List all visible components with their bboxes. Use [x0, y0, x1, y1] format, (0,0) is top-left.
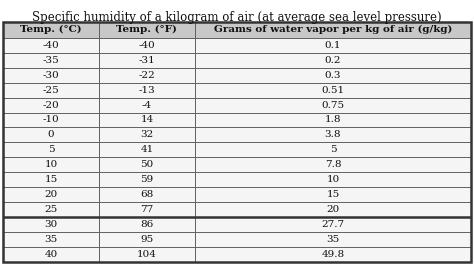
- Bar: [3, 113, 99, 127]
- Bar: [195, 83, 471, 98]
- Text: 59: 59: [140, 175, 154, 184]
- Text: 14: 14: [140, 116, 154, 125]
- Bar: [99, 172, 195, 187]
- Text: 5: 5: [48, 145, 55, 154]
- Bar: [195, 53, 471, 68]
- Bar: [3, 83, 99, 98]
- Bar: [3, 68, 99, 83]
- Text: -22: -22: [138, 71, 155, 80]
- Text: 20: 20: [45, 190, 58, 199]
- Bar: [99, 202, 195, 217]
- Bar: [99, 157, 195, 172]
- Bar: [99, 142, 195, 157]
- Bar: [3, 247, 99, 262]
- Bar: [3, 217, 99, 232]
- Text: 32: 32: [140, 130, 154, 139]
- Text: 0.2: 0.2: [325, 56, 341, 65]
- Text: -20: -20: [43, 100, 59, 109]
- Text: -31: -31: [138, 56, 155, 65]
- Bar: [195, 247, 471, 262]
- Bar: [99, 127, 195, 142]
- Text: 5: 5: [329, 145, 336, 154]
- Text: 35: 35: [45, 235, 58, 244]
- Text: -10: -10: [43, 116, 59, 125]
- Bar: [99, 53, 195, 68]
- Text: 86: 86: [140, 220, 154, 229]
- Bar: [195, 187, 471, 202]
- Text: -13: -13: [138, 86, 155, 95]
- Text: 0.3: 0.3: [325, 71, 341, 80]
- Bar: [195, 113, 471, 127]
- Bar: [195, 217, 471, 232]
- Text: -40: -40: [43, 41, 59, 50]
- Bar: [195, 142, 471, 157]
- Text: 10: 10: [45, 160, 58, 169]
- Text: 0.1: 0.1: [325, 41, 341, 50]
- Bar: [99, 187, 195, 202]
- Text: 41: 41: [140, 145, 154, 154]
- Bar: [3, 232, 99, 247]
- Bar: [99, 22, 195, 38]
- Text: 27.7: 27.7: [321, 220, 345, 229]
- Bar: [195, 127, 471, 142]
- Text: 15: 15: [45, 175, 58, 184]
- Text: -40: -40: [138, 41, 155, 50]
- Bar: [3, 98, 99, 113]
- Text: 49.8: 49.8: [321, 250, 345, 259]
- Bar: [99, 247, 195, 262]
- Text: 77: 77: [140, 205, 154, 214]
- Text: 104: 104: [137, 250, 157, 259]
- Text: 50: 50: [140, 160, 154, 169]
- Text: Specific humidity of a kilogram of air (at average sea level pressure): Specific humidity of a kilogram of air (…: [32, 11, 442, 24]
- Text: 30: 30: [45, 220, 58, 229]
- Text: 7.8: 7.8: [325, 160, 341, 169]
- Text: Grams of water vapor per kg of air (g/kg): Grams of water vapor per kg of air (g/kg…: [214, 25, 452, 34]
- Text: -35: -35: [43, 56, 59, 65]
- Text: 3.8: 3.8: [325, 130, 341, 139]
- Text: Temp. (°F): Temp. (°F): [117, 25, 177, 34]
- Text: 10: 10: [326, 175, 339, 184]
- Text: 95: 95: [140, 235, 154, 244]
- Bar: [195, 172, 471, 187]
- Bar: [99, 232, 195, 247]
- Bar: [99, 217, 195, 232]
- Bar: [3, 202, 99, 217]
- Text: -30: -30: [43, 71, 59, 80]
- Bar: [99, 68, 195, 83]
- Bar: [195, 38, 471, 53]
- Text: Temp. (°C): Temp. (°C): [20, 25, 82, 34]
- Text: -25: -25: [43, 86, 59, 95]
- Text: 0.51: 0.51: [321, 86, 345, 95]
- Text: 0.75: 0.75: [321, 100, 345, 109]
- Text: 20: 20: [326, 205, 339, 214]
- Bar: [195, 202, 471, 217]
- Bar: [195, 68, 471, 83]
- Bar: [3, 142, 99, 157]
- Bar: [99, 113, 195, 127]
- Bar: [195, 232, 471, 247]
- Bar: [99, 38, 195, 53]
- Bar: [195, 157, 471, 172]
- Text: -4: -4: [142, 100, 152, 109]
- Bar: [3, 187, 99, 202]
- Bar: [195, 98, 471, 113]
- Bar: [3, 172, 99, 187]
- Bar: [3, 38, 99, 53]
- Bar: [195, 22, 471, 38]
- Text: 1.8: 1.8: [325, 116, 341, 125]
- Bar: [99, 98, 195, 113]
- Text: 15: 15: [326, 190, 339, 199]
- Text: 68: 68: [140, 190, 154, 199]
- Bar: [99, 83, 195, 98]
- Text: 25: 25: [45, 205, 58, 214]
- Bar: [3, 127, 99, 142]
- Text: 0: 0: [48, 130, 55, 139]
- Text: 35: 35: [326, 235, 339, 244]
- Bar: [3, 53, 99, 68]
- Text: 40: 40: [45, 250, 58, 259]
- Bar: [3, 157, 99, 172]
- Bar: [3, 22, 99, 38]
